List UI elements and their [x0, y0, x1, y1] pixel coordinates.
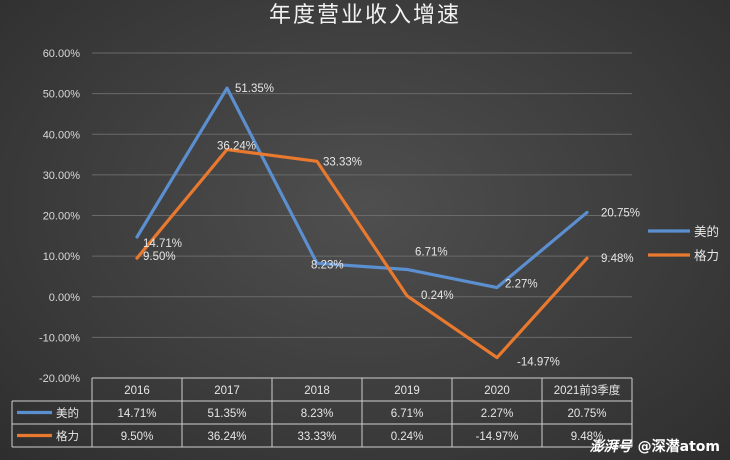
watermark-logo: 澎湃号 [589, 439, 632, 455]
table-cell: -14.97% [476, 431, 519, 443]
data-label: 0.24% [421, 290, 454, 302]
table-cell: 8.23% [301, 408, 334, 420]
data-label: 9.48% [601, 253, 634, 265]
table-header-cell: 2017 [214, 385, 240, 397]
data-label: 20.75% [601, 207, 640, 219]
table-cell: 36.24% [207, 431, 246, 443]
table-header-cell: 2019 [394, 385, 420, 397]
legend-label: 美的 [694, 224, 719, 239]
table-header-cell: 2020 [484, 385, 510, 397]
data-labels: 14.71% 51.35% 8.23% 6.71% 2.27% 20.75% 9.50% 36… [143, 83, 640, 368]
chart-title: 年度营业收入增速 [269, 3, 461, 28]
data-label: 51.35% [235, 83, 274, 95]
data-label: 9.50% [143, 251, 176, 263]
data-label: 8.23% [311, 259, 344, 271]
table-header-cell: 2021前3季度 [554, 383, 621, 397]
table-row-label: 美的 [56, 406, 79, 420]
table-cell: 2.27% [481, 408, 514, 420]
table-header-cell: 2016 [124, 385, 150, 397]
y-tick-label: -20.00% [39, 373, 80, 385]
y-tick-label: 10.00% [43, 251, 81, 263]
table-cell: 14.71% [117, 408, 156, 420]
series-line-1 [135, 147, 589, 360]
data-label: 36.24% [217, 141, 256, 153]
data-label: -14.97% [517, 357, 560, 369]
table-cell: 33.33% [297, 431, 336, 443]
table-cell: 20.75% [567, 408, 606, 420]
watermark-text: @深潜atom [637, 439, 720, 455]
legend-label: 格力 [694, 248, 719, 263]
y-tick-label: 0.00% [49, 292, 80, 304]
table-row-label: 格力 [56, 429, 79, 443]
y-tick-label: 40.00% [43, 129, 81, 141]
data-label: 14.71% [143, 238, 182, 250]
watermark: 澎湃号 @深潜atom [590, 436, 720, 456]
table-cell: 9.48% [571, 431, 604, 443]
data-label: 33.33% [323, 156, 362, 168]
y-axis-ticks: 60.00% 50.00% 40.00% 30.00% 20.00% 10.00% 0.00… [39, 48, 80, 385]
table-cell: 0.24% [391, 431, 424, 443]
data-label: 6.71% [415, 246, 448, 258]
table-cell: 9.50% [121, 431, 154, 443]
table-cell: 6.71% [391, 408, 424, 420]
y-tick-label: 50.00% [43, 89, 81, 101]
y-tick-label: 60.00% [43, 48, 81, 60]
y-tick-label: 20.00% [43, 211, 81, 223]
y-tick-label: -10.00% [39, 332, 80, 344]
series-lines [135, 86, 589, 360]
data-label: 2.27% [505, 279, 538, 291]
table-cell: 51.35% [207, 408, 246, 420]
table-header-cell: 2018 [304, 385, 330, 397]
series-line-0 [135, 86, 589, 290]
y-tick-label: 30.00% [43, 170, 81, 182]
